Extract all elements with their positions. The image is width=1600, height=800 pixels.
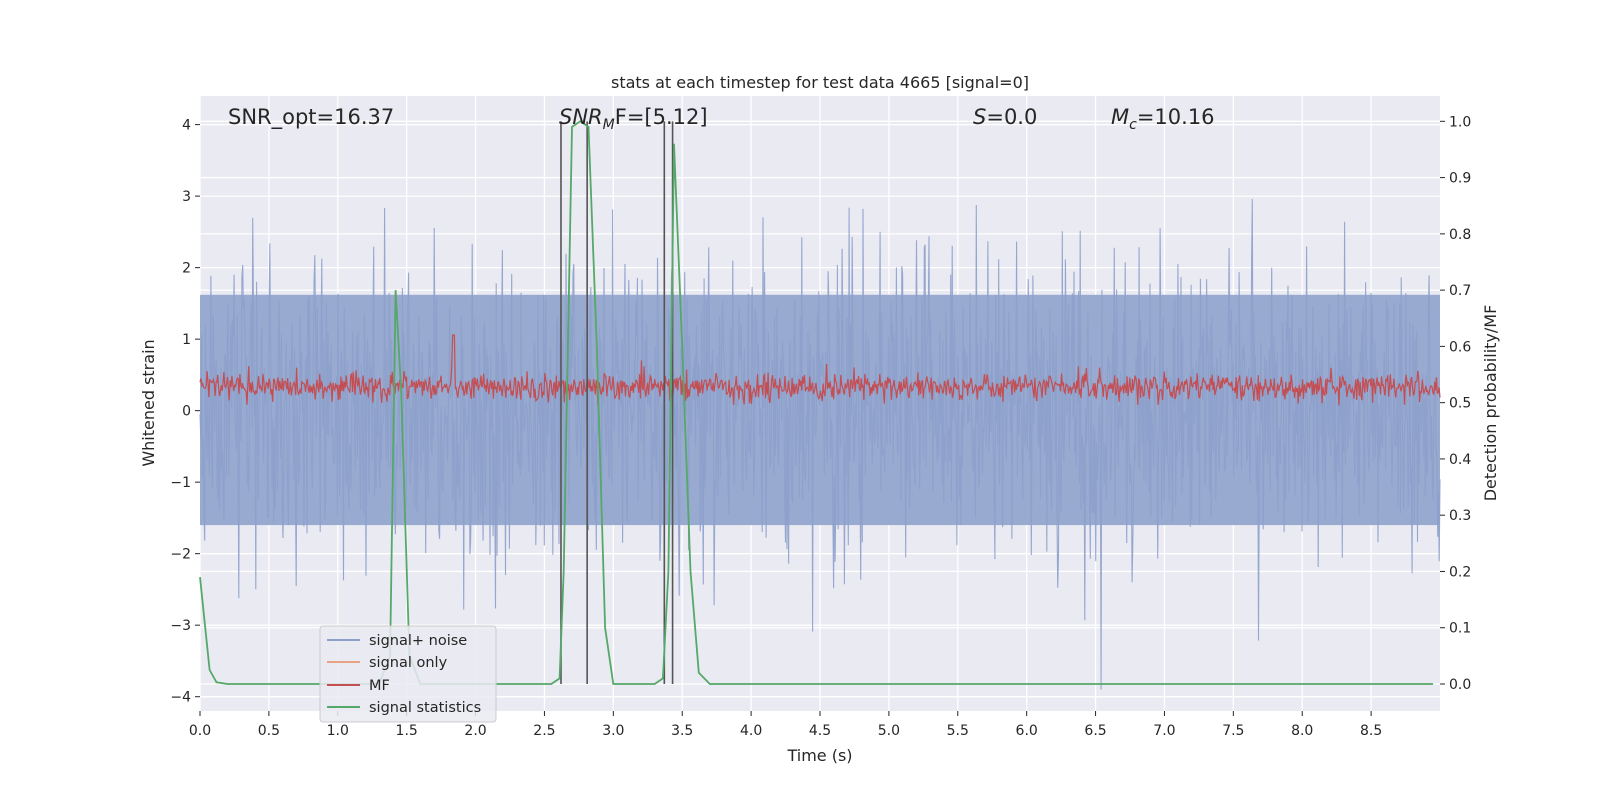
x-tick-label: 6.0	[1016, 723, 1038, 739]
x-tick-label: 1.0	[327, 723, 349, 739]
y-tick-label-right: 0.3	[1449, 508, 1471, 524]
y-tick-label-right: 0.2	[1449, 564, 1471, 580]
y-axis-title-left: Whitened strain	[139, 339, 158, 466]
y-tick-label-right: 0.5	[1449, 396, 1471, 412]
legend-box	[319, 625, 497, 723]
x-tick-label: 7.5	[1222, 723, 1244, 739]
x-tick-label: 0.0	[189, 723, 211, 739]
x-tick-label: 3.0	[602, 723, 624, 739]
y-tick-label-left: 0	[182, 404, 191, 420]
legend-label-signal-noise: signal+ noise	[369, 633, 467, 649]
x-tick-label: 4.5	[809, 723, 831, 739]
y-ticks-right: 0.0 0.1 0.2 0.3 0.4 0.5 0.6 0.7 0.8 0.9 1.0	[1440, 114, 1471, 693]
x-tick-label: 8.0	[1291, 723, 1313, 739]
y-tick-label-right: 0.4	[1449, 452, 1471, 468]
y-ticks-left: −4 −3 −2 −1 0 1 2 3 4	[170, 118, 200, 706]
y-tick-label-left: 3	[182, 189, 191, 205]
y-tick-label-left: 2	[182, 261, 191, 277]
legend-label-mf: MF	[369, 678, 390, 694]
y-tick-label-right: 1.0	[1449, 114, 1471, 130]
x-tick-label: 5.5	[947, 723, 969, 739]
x-tick-label: 5.0	[878, 723, 900, 739]
y-tick-label-left: −4	[170, 690, 191, 706]
y-tick-label-left: 4	[182, 118, 191, 134]
x-tick-label: 2.5	[533, 723, 555, 739]
mf-line	[199, 334, 1441, 406]
x-tick-label: 3.5	[671, 723, 693, 739]
signal-noise-line	[199, 198, 1441, 690]
annotation-snr-mf: SNRMF=[5.12]	[559, 105, 708, 133]
y-tick-label-left: −2	[170, 547, 191, 563]
y-tick-label-right: 0.6	[1449, 339, 1471, 355]
x-tick-label: 2.0	[464, 723, 486, 739]
x-tick-label: 0.5	[258, 723, 280, 739]
signal-noise-series	[199, 198, 1441, 690]
annotation-snr-opt: SNR_opt=16.37	[228, 105, 394, 130]
x-ticks: 0.0 0.5 1.0 1.5 2.0 2.5 3.0 3.5 4.0 4.5 5.0 5.5 6.0 6…	[189, 711, 1382, 739]
x-tick-label: 7.0	[1153, 723, 1175, 739]
y-axis-title-right: Detection probability/MF	[1481, 305, 1500, 502]
legend-label-signal-statistics: signal statistics	[369, 700, 481, 716]
x-tick-label: 1.5	[396, 723, 418, 739]
mf-series	[199, 334, 1441, 406]
x-axis-title: Time (s)	[786, 746, 852, 765]
y-tick-label-right: 0.8	[1449, 227, 1471, 243]
chart-title: stats at each timestep for test data 466…	[611, 73, 1029, 92]
y-tick-label-right: 0.1	[1449, 621, 1471, 637]
y-tick-label-right: 0.9	[1449, 171, 1471, 187]
y-tick-label-left: 1	[182, 332, 191, 348]
legend: signal+ noise signal only MF signal stat…	[319, 625, 497, 723]
annotation-mc: Mc=10.16	[1111, 105, 1215, 133]
legend-label-signal-only: signal only	[369, 655, 448, 671]
x-tick-label: 4.0	[740, 723, 762, 739]
y-tick-label-left: −3	[170, 618, 191, 634]
x-tick-label: 8.5	[1360, 723, 1382, 739]
y-tick-label-right: 0.0	[1449, 677, 1471, 693]
y-tick-label-right: 0.7	[1449, 283, 1471, 299]
y-tick-label-left: −1	[170, 475, 191, 491]
annotation-s: S=0.0	[973, 105, 1037, 129]
x-tick-label: 6.5	[1084, 723, 1106, 739]
